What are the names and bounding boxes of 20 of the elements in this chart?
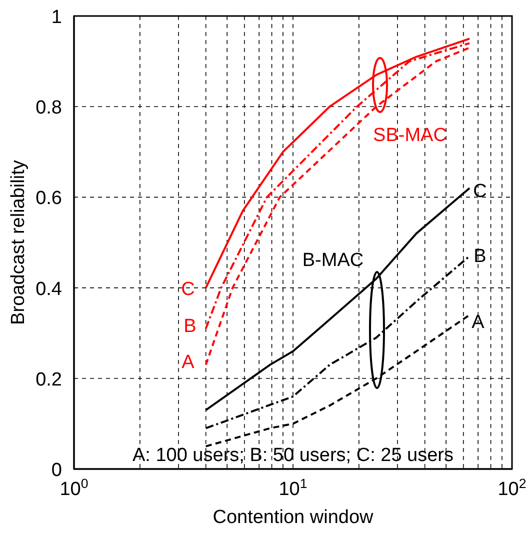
x-tick-label: 10$^{2}$ (498, 476, 526, 500)
y-tick-label: 0 (51, 460, 62, 481)
x-tick-label: 10$^{0}$ (60, 476, 88, 500)
annotation: SB-MAC (373, 125, 447, 146)
y-tick-label: 0.4 (36, 278, 62, 300)
annotation: B (474, 246, 486, 267)
annotation: A: 100 users; B: 50 users; C: 25 users (132, 445, 454, 466)
annotation: B-MAC (302, 250, 364, 271)
annotation: A (472, 312, 485, 333)
y-tick-label: 0.2 (36, 369, 62, 390)
annotation: C (473, 181, 487, 202)
y-tick-label: 1 (51, 7, 62, 28)
y-axis-title: Broadcast reliability (8, 160, 29, 325)
annotation: A (182, 352, 195, 373)
x-tick-label: 10$^{1}$ (278, 476, 308, 500)
x-axis-title: Contention window (212, 507, 374, 528)
y-tick-label: 0.8 (36, 98, 62, 119)
annotation: C (181, 279, 195, 300)
y-tick-label: 0.6 (36, 188, 62, 210)
annotation: B (184, 316, 196, 337)
